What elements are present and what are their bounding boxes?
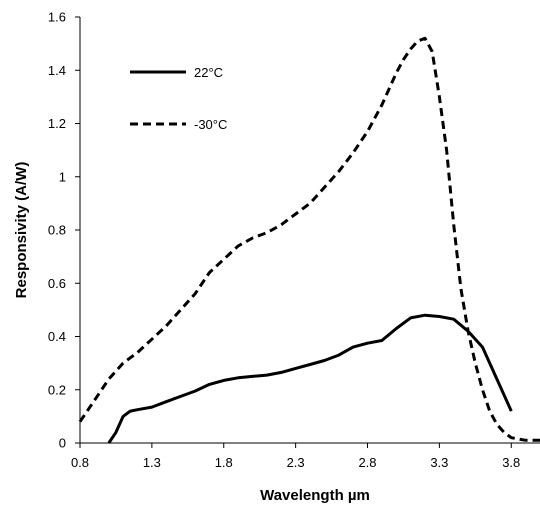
tick-labels: 0 0.2 0.4 0.6 0.8 1 1.2 1.4 1.6 0.8 1.3 1.8 2.3 2.8 3.… (48, 10, 520, 471)
legend: 22°C -30°C (130, 65, 227, 132)
x-axis-title: Wavelength µm (260, 487, 370, 504)
x-tick-label: 1.3 (143, 455, 161, 470)
axes (75, 16, 540, 448)
legend-label-0: 22°C (194, 65, 223, 80)
y-axis-title: Responsivity (A/W) (13, 162, 30, 299)
x-tick-label: 3.8 (502, 455, 520, 470)
x-tick-label: 1.8 (215, 455, 233, 470)
x-tick-label: 3.3 (430, 455, 448, 470)
series-line-0 (107, 313, 513, 444)
y-tick-label: 0.8 (48, 223, 66, 238)
series-line-1 (78, 36, 540, 442)
y-tick-label: 0.6 (48, 276, 66, 291)
y-tick-label: 1.2 (48, 116, 66, 131)
y-tick-label: 1 (59, 169, 66, 184)
legend-label-1: -30°C (194, 117, 227, 132)
series-lines (78, 36, 540, 444)
x-tick-label: 0.8 (71, 455, 89, 470)
x-tick-label: 2.3 (287, 455, 305, 470)
y-tick-label: 1.4 (48, 63, 66, 78)
y-tick-label: 0.4 (48, 329, 66, 344)
x-tick-label: 2.8 (358, 455, 376, 470)
y-tick-label: 0.2 (48, 382, 66, 397)
y-tick-label: 0 (59, 436, 66, 451)
y-tick-label: 1.6 (48, 10, 66, 25)
